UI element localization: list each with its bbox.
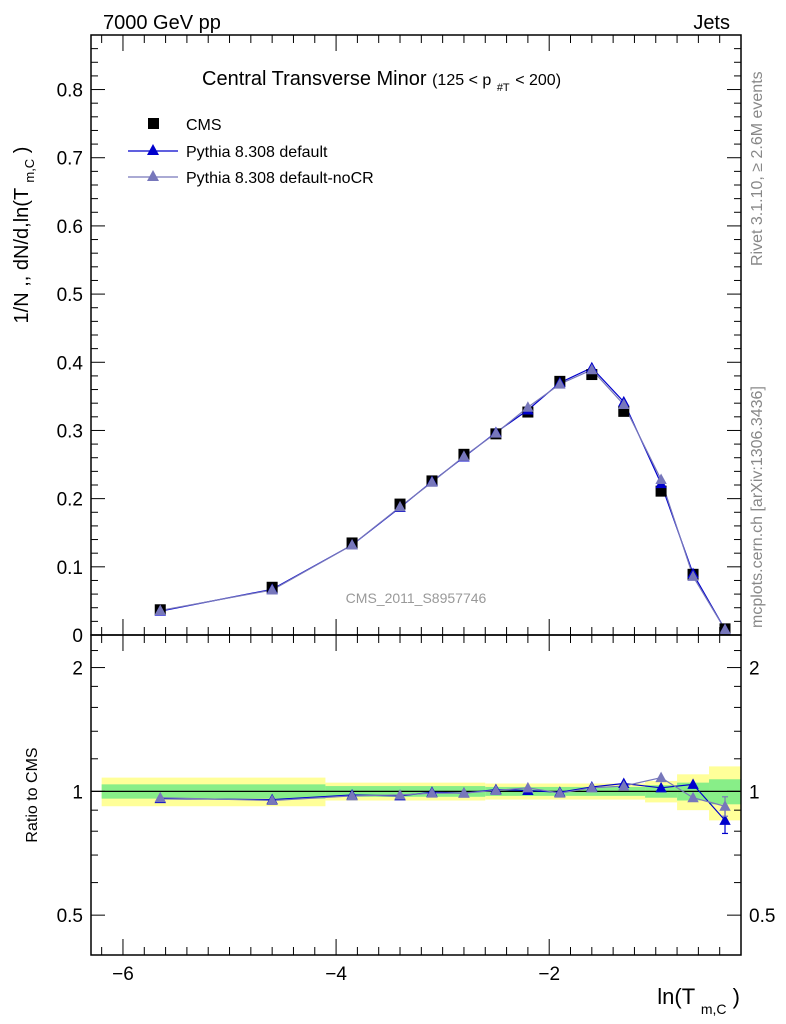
x-tick-label: −2 bbox=[538, 964, 560, 985]
ratio-line-pythia-nocr bbox=[160, 776, 726, 807]
pythia-nocr-point bbox=[618, 398, 630, 410]
ratio-pythia-nocr-point bbox=[719, 800, 731, 811]
x-axis-label: ln(T m,C ) bbox=[657, 984, 740, 1019]
pythia-nocr-point bbox=[426, 476, 438, 487]
side-label-rivet: Rivet 3.1.10, ≥ 2.6M events bbox=[749, 71, 766, 266]
ratio-y-tick-label-right: 1 bbox=[749, 782, 760, 803]
chart-title-range-sub: #T bbox=[497, 82, 510, 94]
legend-label-cms: CMS bbox=[186, 117, 222, 134]
main-y-tick-label: 0.8 bbox=[57, 81, 83, 102]
main-y-tick-label: 0.7 bbox=[57, 149, 83, 170]
pythia-nocr-point bbox=[346, 539, 358, 550]
main-y-tick-label: 0 bbox=[72, 626, 83, 647]
ratio-y-tick-label: 2 bbox=[72, 659, 83, 680]
ratio-pythia-nocr-point bbox=[346, 789, 358, 801]
ratio-pythia-nocr-point bbox=[655, 771, 667, 783]
pythia-nocr-point bbox=[719, 623, 731, 635]
ratio-y-axis-label: Ratio to CMS bbox=[24, 747, 41, 842]
x-tick-label: −6 bbox=[112, 964, 134, 985]
ratio-pythia-nocr-point bbox=[586, 781, 598, 793]
pythia-nocr-point bbox=[586, 363, 598, 375]
main-y-tick-label: 0.5 bbox=[57, 285, 83, 306]
main-y-tick-label: 0.6 bbox=[57, 217, 83, 238]
y-axis-label-sub: m,C bbox=[22, 159, 37, 183]
ratio-y-tick-label: 1 bbox=[72, 782, 83, 803]
header-right: Jets bbox=[693, 12, 730, 34]
pythia-nocr-point bbox=[458, 450, 470, 461]
x-axis-label-end: ) bbox=[733, 984, 740, 1009]
ratio-pythia-nocr-point bbox=[266, 794, 278, 806]
ratio-panel: 0.5 0.5 1 1 2 2 −6 −4 −2 Ratio to CMS ln(T m,C … bbox=[24, 634, 775, 1019]
pythia-nocr-point bbox=[490, 427, 502, 438]
x-axis-label-sub: m,C bbox=[701, 1001, 727, 1017]
x-axis-label-main: ln(T bbox=[657, 984, 695, 1009]
ratio-pythia-default-point bbox=[719, 814, 731, 825]
chart-title-range-end: < 200) bbox=[515, 72, 561, 89]
main-y-tick-label: 0.3 bbox=[57, 421, 83, 442]
ratio-pythia-nocr-point bbox=[458, 787, 470, 798]
ratio-pythia-default-point bbox=[687, 778, 699, 789]
ratio-y-tick-label-right: 0.5 bbox=[749, 906, 775, 927]
cms-data-point bbox=[586, 369, 598, 381]
ratio-pythia-nocr-point bbox=[687, 791, 699, 803]
pythia-nocr-point bbox=[655, 473, 667, 485]
pythia-nocr-point bbox=[687, 570, 699, 581]
ratio-pythia-nocr-point bbox=[394, 788, 406, 800]
chart-title-main: Central Transverse Minor bbox=[202, 68, 427, 90]
watermark: CMS_2011_S8957746 bbox=[346, 590, 487, 606]
main-y-tick-label: 0.2 bbox=[57, 490, 83, 511]
pythia-nocr-point bbox=[154, 604, 166, 615]
legend-marker-nocr bbox=[147, 170, 159, 181]
ratio-pythia-nocr-point bbox=[426, 787, 438, 798]
legend-label-default: Pythia 8.308 default bbox=[186, 144, 328, 161]
pythia-nocr-point bbox=[554, 378, 566, 389]
ratio-pythia-nocr-point bbox=[522, 781, 534, 793]
x-tick-label: −4 bbox=[325, 964, 347, 985]
header-left: 7000 GeV pp bbox=[103, 12, 221, 34]
chart-title-range: (125 < p bbox=[432, 72, 491, 89]
series-line-pythia-nocr bbox=[160, 369, 726, 630]
legend-marker-cms bbox=[148, 118, 159, 129]
ratio-plot-frame bbox=[90, 634, 742, 956]
cms-data-point bbox=[618, 405, 630, 417]
legend-marker-default bbox=[147, 144, 159, 155]
cms-data-point bbox=[655, 485, 667, 497]
y-axis-label: 1/N ,, dN/d,ln(T m,C ) bbox=[11, 147, 39, 324]
side-label-mcplots: mcplots.cern.ch [arXiv:1306.3436] bbox=[749, 386, 766, 628]
ratio-pythia-nocr-point bbox=[618, 780, 630, 791]
ratio-pythia-default-point bbox=[655, 781, 667, 793]
ratio-y-tick-label: 0.5 bbox=[57, 906, 83, 927]
y-axis-label-main: 1/N ,, dN/d,ln(T bbox=[11, 188, 33, 323]
ratio-pythia-nocr-point bbox=[490, 784, 502, 795]
main-y-tick-label: 0.4 bbox=[57, 353, 84, 374]
ratio-line-pythia-default bbox=[160, 782, 726, 821]
legend-label-nocr: Pythia 8.308 default-noCR bbox=[186, 170, 374, 187]
y-axis-label-end: ) bbox=[11, 147, 33, 154]
ratio-y-tick-label-right: 2 bbox=[749, 659, 760, 680]
ratio-pythia-nocr-point bbox=[154, 791, 166, 803]
main-y-tick-label: 0.1 bbox=[57, 558, 83, 579]
chart-title: Central Transverse Minor (125 < p #T < 2… bbox=[202, 68, 561, 96]
pythia-nocr-point bbox=[522, 401, 534, 412]
pythia-nocr-point bbox=[266, 584, 278, 595]
main-panel: CMS_2011_S8957746 0 0.1 0.2 0.3 0.4 0.5 0.6 0.7… bbox=[11, 34, 742, 647]
pythia-nocr-point bbox=[394, 500, 406, 512]
ratio-pythia-nocr-point bbox=[554, 787, 566, 798]
legend: CMS Pythia 8.308 default Pythia 8.308 de… bbox=[128, 117, 374, 187]
